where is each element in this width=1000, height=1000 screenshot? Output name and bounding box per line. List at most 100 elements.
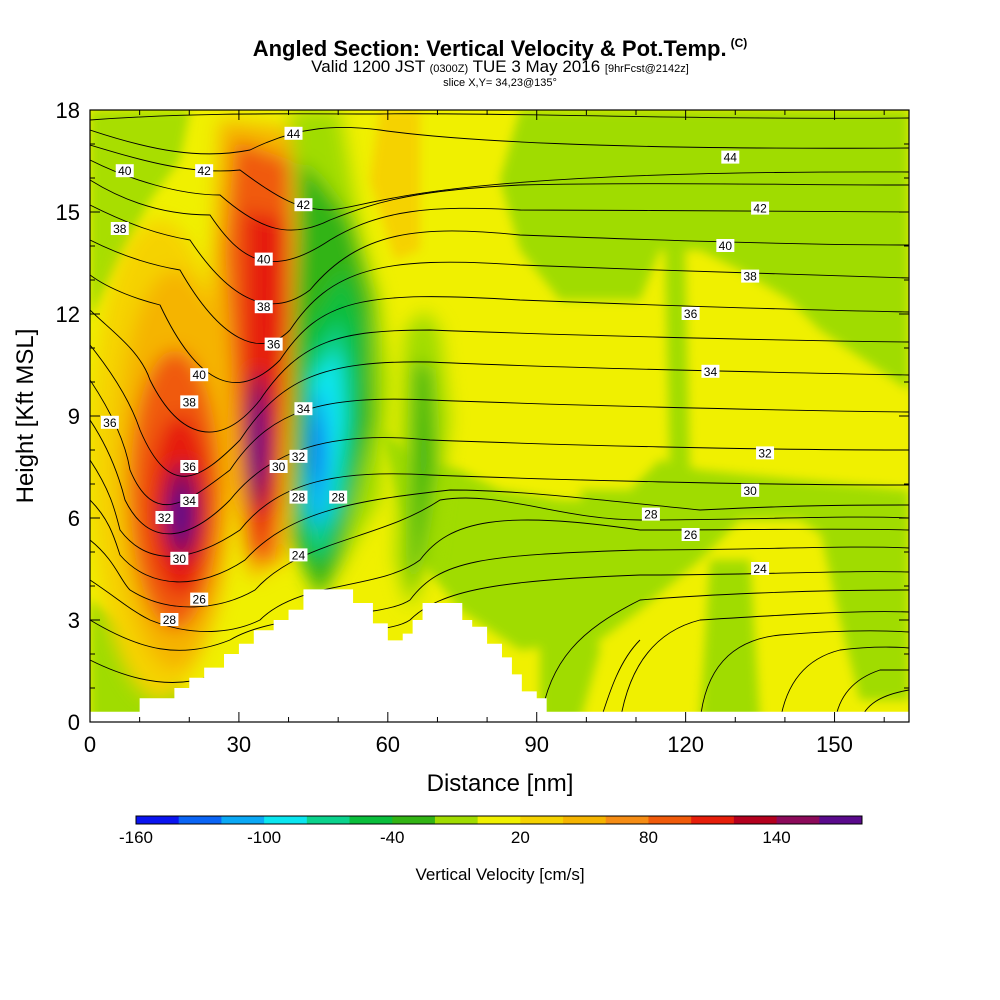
theta-label-box (170, 551, 189, 565)
colorbar-swatch (392, 816, 436, 824)
y-axis-label: Height [Kft MSL] (12, 329, 39, 504)
y-tick-label: 15 (56, 200, 80, 225)
colorbar-tick-label: 140 (762, 828, 790, 847)
colorbar-swatch (776, 816, 820, 824)
theta-label: 36 (183, 460, 197, 474)
theta-label-box (641, 507, 660, 521)
colorbar-swatch (178, 816, 222, 824)
theta-label-box (294, 402, 313, 416)
theta-label-box (289, 490, 308, 504)
theta-label-box (741, 483, 760, 497)
theta-label-box (190, 592, 209, 606)
theta-label: 42 (297, 198, 311, 212)
theta-label: 42 (197, 164, 211, 178)
theta-label-box (721, 150, 740, 164)
theta-label-box (180, 395, 199, 409)
x-axis-label: Distance [nm] (427, 770, 574, 797)
theta-label: 26 (193, 593, 207, 607)
colorbar-swatch (477, 816, 521, 824)
theta-label: 42 (753, 202, 767, 216)
theta-label-box (716, 239, 735, 252)
colorbar-tick-label: 80 (639, 828, 658, 847)
x-tick-label: 150 (816, 732, 853, 757)
colorbar-swatch (520, 816, 564, 824)
theta-label-box (701, 364, 720, 378)
theta-label-box (294, 198, 313, 212)
theta-label-box (264, 337, 283, 351)
colorbar-swatch (306, 816, 351, 824)
theta-label: 34 (704, 365, 718, 379)
theta-label: 30 (743, 484, 757, 498)
theta-label: 38 (183, 395, 197, 409)
x-tick-label: 0 (84, 732, 96, 757)
theta-label: 40 (118, 164, 132, 178)
theta-label-box (180, 460, 199, 473)
theta-label: 32 (758, 446, 772, 460)
theta-label-box (741, 269, 760, 283)
theta-label: 24 (753, 562, 767, 576)
y-tick-label: 3 (68, 608, 80, 633)
valid-utc: (0300Z) (429, 63, 469, 75)
theta-label-box (284, 126, 303, 140)
colorbar-swatch (648, 816, 692, 824)
theta-label: 34 (297, 402, 311, 416)
colorbar-label: Vertical Velocity [cm/s] (415, 865, 584, 884)
theta-label-box (681, 307, 700, 320)
theta-label-box (100, 415, 119, 429)
theta-label-box (110, 222, 129, 235)
theta-label: 26 (684, 528, 698, 542)
x-tick-label: 30 (227, 732, 251, 757)
theta-label: 32 (292, 450, 306, 464)
chart-title: Angled Section: Vertical Velocity & Pot.… (0, 36, 1000, 62)
theta-label-box (751, 201, 770, 215)
terrain-mask (90, 589, 909, 722)
theta-label: 28 (163, 613, 177, 627)
colorbar-swatch (733, 816, 778, 824)
theta-label: 30 (272, 460, 286, 474)
y-tick-label: 9 (68, 404, 80, 429)
theta-label: 34 (183, 494, 197, 508)
y-tick-label: 0 (68, 710, 80, 735)
colorbar-swatch (434, 816, 479, 824)
vertical-velocity-field: 40 42 44 44 38 42 42 40 40 38 38 36 36 40 34 38 34 36 32 32… (90, 110, 909, 722)
theta-label: 36 (267, 338, 281, 352)
colorbar-swatch (136, 816, 180, 824)
theta-label: 36 (684, 307, 698, 321)
theta-label: 28 (292, 491, 306, 505)
colorbar-tick-label: 20 (511, 828, 530, 847)
y-tick-label: 6 (68, 506, 80, 531)
theta-label: 44 (287, 127, 301, 141)
slice-info: slice X,Y= 34,23@135° (443, 77, 557, 89)
y-tick-label: 12 (56, 302, 80, 327)
chart-subtitle: Valid 1200 JST (0300Z) TUE 3 May 2016 [9… (0, 58, 1000, 78)
theta-label: 32 (158, 511, 172, 525)
theta-label-box (115, 164, 134, 178)
chart-title-suffix: (C) (730, 36, 748, 50)
theta-label: 40 (193, 368, 207, 382)
colorbar-tick-label: -160 (119, 828, 153, 847)
colorbar-swatch (605, 816, 649, 824)
theta-label-box (329, 490, 348, 504)
theta-label-box (254, 252, 273, 266)
theta-label-box (254, 300, 273, 314)
colorbar-tick-label: -100 (247, 828, 281, 847)
colorbar-swatch (221, 816, 265, 824)
theta-label-box (160, 613, 179, 626)
theta-label: 38 (257, 300, 271, 314)
theta-label: 40 (719, 239, 733, 253)
theta-label-box (289, 449, 308, 463)
colorbar-swatch (264, 816, 308, 824)
theta-label-box (756, 446, 775, 460)
valid-forecast: [9hrFcst@2142z] (604, 63, 689, 75)
colorbar-tick-label: -40 (380, 828, 405, 847)
colorbar-swatch (819, 816, 863, 824)
theta-label: 24 (292, 548, 306, 562)
theta-label-box (190, 368, 209, 382)
colorbar-swatch (349, 816, 393, 824)
theta-label: 38 (113, 222, 127, 236)
theta-label-box (681, 528, 700, 541)
theta-label-box (180, 494, 199, 507)
theta-label: 28 (644, 508, 658, 522)
